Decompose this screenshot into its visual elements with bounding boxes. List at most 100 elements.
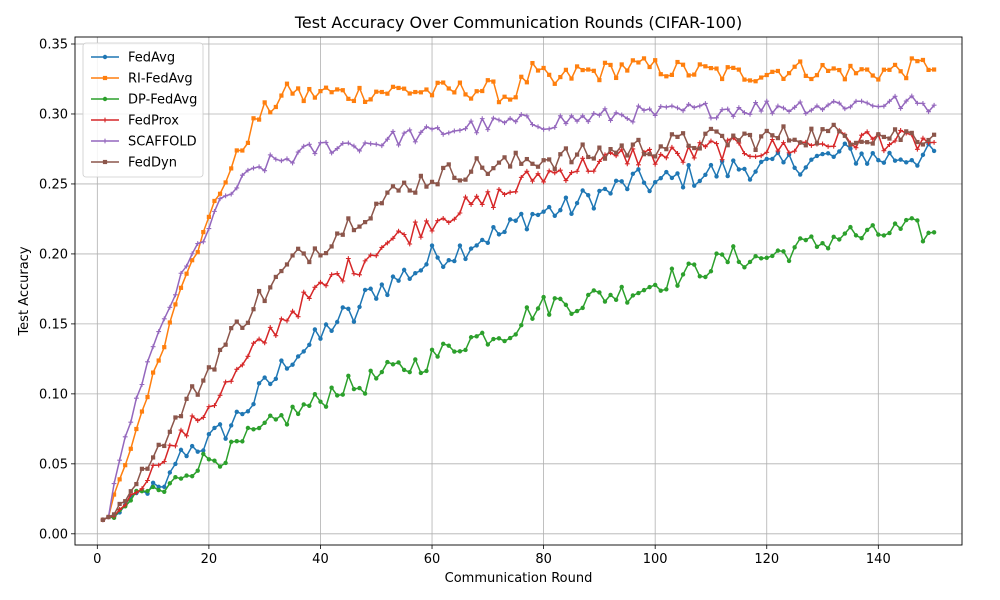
data-point [914, 100, 920, 106]
data-point [502, 229, 507, 235]
data-point [379, 201, 384, 206]
x-tick-label: 100 [643, 552, 668, 567]
data-point [814, 141, 820, 146]
data-point [468, 118, 474, 124]
data-point [234, 438, 239, 444]
data-point [201, 451, 206, 457]
data-point [836, 100, 842, 106]
data-point [736, 138, 741, 143]
data-point [864, 227, 870, 233]
data-point [591, 110, 597, 116]
data-point [485, 189, 491, 195]
data-point [435, 218, 441, 224]
data-point [848, 104, 853, 110]
data-point [474, 193, 480, 199]
data-point [346, 216, 351, 221]
data-point [195, 250, 200, 255]
data-point [641, 107, 647, 113]
data-point [831, 122, 836, 127]
data-point [357, 85, 362, 91]
data-point [407, 91, 412, 96]
data-point [240, 439, 245, 444]
data-point [184, 263, 189, 269]
data-point [301, 289, 307, 295]
data-point [267, 152, 273, 158]
legend-label: FedAvg [128, 51, 175, 66]
data-point [596, 159, 602, 164]
data-point [887, 142, 892, 147]
data-point [329, 272, 335, 278]
data-point [825, 246, 831, 251]
data-point [234, 148, 239, 153]
data-point [407, 276, 412, 281]
data-point [418, 370, 424, 376]
data-point [574, 118, 580, 124]
data-point [825, 144, 831, 149]
data-point [229, 423, 234, 428]
data-point [524, 305, 530, 310]
data-point [401, 130, 407, 136]
data-point [268, 110, 273, 115]
data-point [496, 186, 502, 192]
data-point [485, 171, 490, 176]
data-point [402, 86, 407, 91]
data-point [653, 154, 658, 159]
data-point [798, 140, 803, 145]
data-point [268, 413, 273, 418]
data-point [731, 65, 736, 70]
data-point [781, 105, 786, 111]
data-point [625, 186, 630, 192]
data-point [513, 218, 518, 223]
data-point [228, 191, 234, 197]
data-point [245, 409, 251, 414]
data-point [831, 143, 837, 149]
data-point [842, 77, 847, 82]
data-point [502, 192, 507, 197]
data-point [775, 148, 781, 154]
data-point [535, 68, 541, 73]
series-line [102, 95, 935, 521]
data-point [613, 178, 619, 184]
data-point [362, 391, 368, 396]
data-point [234, 319, 239, 324]
data-point [881, 67, 886, 72]
data-point [385, 91, 390, 96]
data-point [647, 284, 652, 290]
data-point [173, 415, 178, 420]
data-point [463, 177, 468, 182]
data-point [368, 216, 373, 221]
data-point [502, 338, 507, 344]
data-point [435, 80, 440, 85]
data-point [167, 429, 172, 434]
data-point [915, 218, 920, 223]
data-point [519, 74, 524, 79]
data-point [580, 113, 586, 119]
data-point [753, 79, 758, 84]
data-point [446, 86, 451, 91]
data-point [268, 285, 273, 290]
data-point [719, 252, 725, 257]
data-point [362, 99, 368, 104]
data-point [552, 213, 557, 218]
data-point [452, 349, 457, 354]
data-point [686, 73, 691, 78]
data-point [647, 106, 652, 112]
data-point [457, 178, 463, 183]
data-point [864, 129, 870, 135]
data-point [390, 184, 396, 189]
data-point [335, 87, 340, 92]
data-point [502, 94, 507, 99]
data-point [329, 328, 334, 334]
data-point [753, 154, 758, 160]
data-point [212, 208, 217, 214]
data-point [167, 470, 173, 475]
legend-label: FedDyn [128, 156, 177, 171]
data-point [652, 282, 658, 288]
data-point [312, 392, 318, 397]
data-point [563, 67, 569, 72]
data-point [714, 66, 719, 71]
data-point [513, 95, 518, 100]
data-point [474, 156, 479, 161]
data-point [457, 349, 463, 354]
data-point [591, 68, 596, 73]
